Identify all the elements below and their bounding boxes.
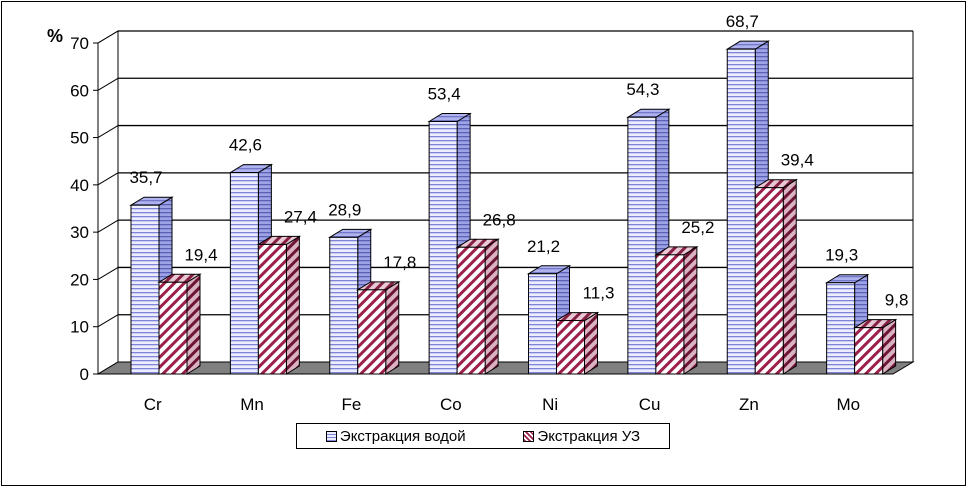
x-tick-label: Co [440,395,462,414]
data-label: 25,2 [681,218,714,237]
x-tick-label: Mo [837,395,861,414]
x-axis: Cr Mn Fe Co Ni Cu Zn Mo [144,395,860,414]
bar [852,318,898,375]
data-label: 11,3 [583,284,615,303]
y-tick-label: 50 [70,129,89,148]
bar-front [854,327,884,375]
bar [256,235,302,375]
y-tick-label: 30 [70,223,89,242]
data-label: 68,7 [726,12,759,31]
bar-front [627,116,657,375]
y-tick-label: 40 [70,176,89,195]
data-label: 42,6 [229,136,262,155]
data-label: 26,8 [483,210,516,229]
legend-swatch-water [325,430,337,442]
y-axis: 0 10 20 30 40 50 60 70 [70,34,99,384]
data-label: 9,8 [885,291,909,310]
bar [753,178,799,375]
y-tick-label: 60 [70,81,89,100]
gridline-side [97,314,119,328]
bar [355,280,401,375]
gridline-side [97,219,119,233]
bar-side [186,273,201,375]
x-tick-label: Zn [739,395,759,414]
bar-side [782,178,797,375]
y-tick-label: 20 [70,270,89,289]
data-label: 53,4 [428,84,461,103]
bar [554,311,600,375]
bar-side [584,311,598,375]
x-tick-label: Mn [240,395,264,414]
x-tick-label: Cr [144,395,162,414]
bar-side [683,245,698,375]
data-label: 19,3 [825,246,858,265]
bar-front [726,48,756,375]
bar [157,273,202,375]
data-label: 28,9 [328,200,361,219]
gridline-side [97,30,119,44]
legend-item-us: Экстракция УЗ [523,428,640,445]
y-tick-label: 0 [80,365,89,384]
bar-front [754,187,784,375]
bar-front [528,273,557,375]
legend-label-water: Экстракция водой [339,427,466,445]
y-unit-label: % [47,26,63,46]
bar [626,108,671,375]
data-label: 54,3 [626,80,659,99]
bar-side [285,235,300,375]
legend: Экстракция водой Экстракция УЗ [296,423,670,449]
y-tick-label: 10 [70,318,89,337]
data-label: 35,7 [129,168,162,187]
gridline-side [97,77,119,91]
bar-front [556,320,585,375]
bar-front [329,236,359,375]
bar-front [826,282,856,375]
x-tick-label: Ni [542,395,558,414]
bar-front [257,243,287,375]
chart-walls [97,30,119,375]
bar-front [456,246,486,375]
bar [455,238,500,375]
data-label: 19,4 [184,245,217,264]
bar-front [655,254,685,375]
x-tick-label: Fe [342,395,362,414]
data-label: 39,4 [781,151,814,170]
bar-front [130,204,160,375]
bar [654,245,699,375]
y-tick-label: 70 [70,34,89,53]
legend-swatch-us [523,430,535,442]
bar-front [158,281,188,375]
gridline-side [97,172,119,186]
side-wall [97,30,119,375]
data-labels: 35,7 19,4 42,6 27,4 28,9 17,8 53,4 26,8 21,2 11,3… [129,12,908,310]
data-label: 17,8 [383,253,416,272]
data-label: 21,2 [527,237,560,256]
legend-label-us: Экстракция УЗ [537,427,641,445]
gridline-side [97,125,119,139]
gridline-side [97,266,119,280]
bar-front [357,289,387,375]
x-tick-label: Cu [639,395,661,414]
bars [129,40,898,375]
bar-front [229,172,259,375]
bar-side [484,238,499,375]
bar-side [385,280,400,375]
bar-front [428,120,458,375]
bar-side [882,318,897,375]
legend-item-water: Экстракция водой [325,427,466,445]
data-label: 27,4 [284,207,317,226]
